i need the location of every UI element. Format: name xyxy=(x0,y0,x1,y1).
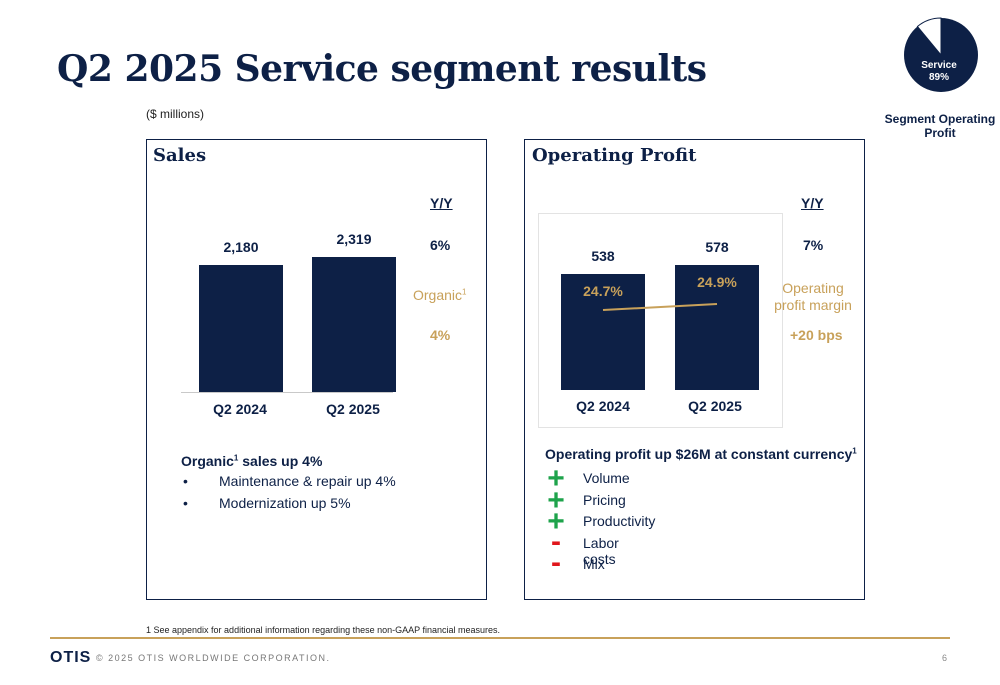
op-bar-q2-2024 xyxy=(561,273,645,390)
op-margin-label-line2: profit margin xyxy=(774,297,852,313)
sales-organic-value: 4% xyxy=(430,327,451,343)
sales-bullet-item: Modernization up 5% xyxy=(219,495,351,511)
sales-yy-value: 6% xyxy=(430,237,451,253)
sales-bar-value: 2,180 xyxy=(223,239,259,256)
op-margin-line-chart xyxy=(602,303,718,311)
plus-icon: + xyxy=(547,462,565,495)
bullets-title-rest: sales up 4% xyxy=(238,453,323,469)
op-drivers-title: Operating profit up $26M at constant cur… xyxy=(545,446,857,462)
bullets-title-text: Organic xyxy=(181,453,234,469)
op-bar-label: Q2 2025 xyxy=(688,398,742,414)
organic-label-text: Organic xyxy=(413,287,463,303)
op-yy-value: 7% xyxy=(803,237,824,253)
sales-chart-baseline xyxy=(181,392,393,393)
pie-caption-line1: Segment Operating xyxy=(884,112,996,126)
minus-icon: - xyxy=(551,546,561,579)
driver-label: Volume xyxy=(583,470,630,486)
bullet-marker: • xyxy=(183,473,188,489)
pie-slice-other xyxy=(916,17,942,57)
otis-logo: OTIS xyxy=(50,649,92,666)
minus-icon: - xyxy=(551,524,561,558)
sales-yy-label: Y/Y xyxy=(430,195,453,211)
segment-pie-chart: Service 89% xyxy=(904,17,978,92)
op-margin-value: 24.9% xyxy=(697,274,737,290)
driver-label: Productivity xyxy=(583,513,656,529)
op-margin-value: 24.7% xyxy=(583,282,623,299)
pie-label: Service xyxy=(921,60,957,71)
sales-bar-label: Q2 2025 xyxy=(326,401,380,417)
op-panel-title: Operating Profit xyxy=(532,145,697,166)
pie-caption: Segment Operating Profit xyxy=(880,112,1000,140)
op-yy-label: Y/Y xyxy=(801,195,824,211)
sales-panel-title: Sales xyxy=(153,145,207,166)
op-margin-label-line1: Operating xyxy=(782,280,844,296)
op-margin-label: Operating profit margin xyxy=(768,280,858,314)
op-bar-value: 538 xyxy=(591,247,615,264)
sales-bullet-item: Maintenance & repair up 4% xyxy=(219,473,396,489)
units-label: ($ millions) xyxy=(146,107,205,121)
sales-bar-q2-2025 xyxy=(312,257,396,392)
footer-divider xyxy=(50,637,950,639)
page-number: 6 xyxy=(942,653,948,663)
sales-bar-value: 2,319 xyxy=(336,231,372,247)
op-margin-change: +20 bps xyxy=(790,327,843,343)
bullet-marker: • xyxy=(183,495,188,511)
plus-icon: + xyxy=(547,483,565,517)
op-bar-q2-2025 xyxy=(675,265,759,390)
organic-sup: 1 xyxy=(462,287,467,297)
drivers-title-text: Operating profit up $26M at constant cur… xyxy=(545,446,853,462)
bullets-title-sup: 1 xyxy=(233,453,239,463)
pie-caption-line2: Profit xyxy=(924,126,956,140)
drivers-title-sup: 1 xyxy=(852,446,857,456)
driver-label: Labor costs xyxy=(583,534,619,567)
op-bar-value: 578 xyxy=(705,239,729,255)
sales-bar-label: Q2 2024 xyxy=(213,401,267,417)
driver-label: Pricing xyxy=(583,491,626,508)
op-margin-line xyxy=(602,303,718,311)
op-bar-label: Q2 2024 xyxy=(576,398,630,414)
driver-label: Mix xyxy=(583,556,605,572)
copyright: © 2025 OTIS WORLDWIDE CORPORATION. xyxy=(96,653,331,663)
page-title: Q2 2025 Service segment results xyxy=(57,48,707,90)
op-chart-frame xyxy=(538,213,783,428)
sales-organic-label: Organic1 xyxy=(413,287,466,303)
sales-bullets-title: Organic1 sales up 4% xyxy=(181,453,322,469)
pie-percent: 89% xyxy=(929,72,949,83)
plus-icon: + xyxy=(547,505,565,538)
sales-bar-q2-2024 xyxy=(199,265,283,392)
footnote: 1 See appendix for additional informatio… xyxy=(146,625,501,635)
